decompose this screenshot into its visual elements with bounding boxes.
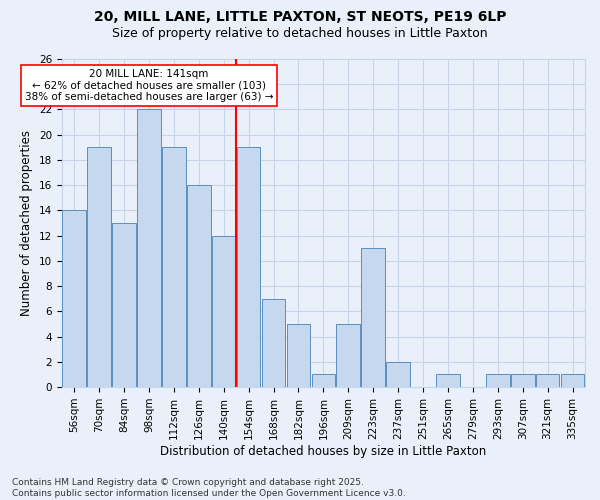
Bar [187,185,211,387]
Text: Contains HM Land Registry data © Crown copyright and database right 2025.
Contai: Contains HM Land Registry data © Crown c… [12,478,406,498]
Bar [287,324,310,387]
Bar [137,110,161,387]
X-axis label: Distribution of detached houses by size in Little Paxton: Distribution of detached houses by size … [160,444,487,458]
Bar [262,299,286,387]
Bar [386,362,410,387]
Bar [561,374,584,387]
Bar [536,374,559,387]
Bar [237,148,260,387]
Text: Size of property relative to detached houses in Little Paxton: Size of property relative to detached ho… [112,28,488,40]
Y-axis label: Number of detached properties: Number of detached properties [20,130,33,316]
Bar [436,374,460,387]
Bar [87,148,111,387]
Bar [311,374,335,387]
Bar [511,374,535,387]
Bar [486,374,509,387]
Bar [62,210,86,387]
Text: 20, MILL LANE, LITTLE PAXTON, ST NEOTS, PE19 6LP: 20, MILL LANE, LITTLE PAXTON, ST NEOTS, … [94,10,506,24]
Bar [337,324,360,387]
Text: 20 MILL LANE: 141sqm
← 62% of detached houses are smaller (103)
38% of semi-deta: 20 MILL LANE: 141sqm ← 62% of detached h… [25,69,273,102]
Bar [112,223,136,387]
Bar [162,148,186,387]
Bar [212,236,236,387]
Bar [361,248,385,387]
